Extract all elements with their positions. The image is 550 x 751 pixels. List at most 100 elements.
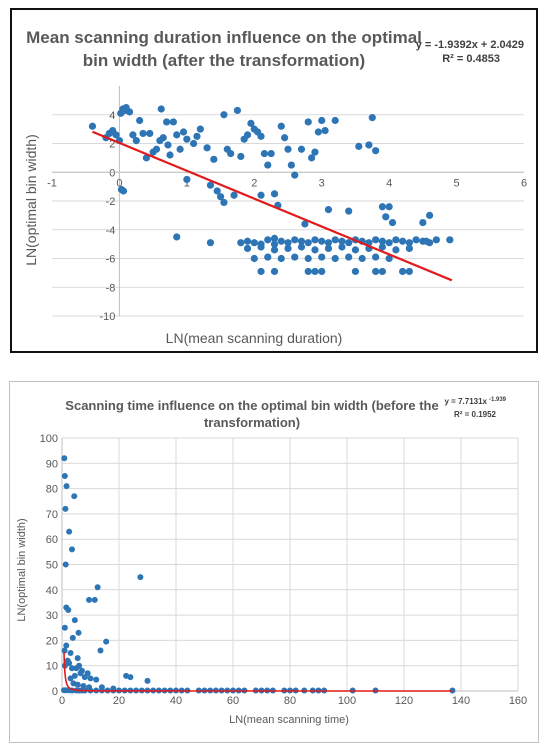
data-point xyxy=(173,233,181,241)
data-point xyxy=(68,665,75,672)
data-point xyxy=(426,239,434,247)
data-point xyxy=(206,239,215,247)
data-point xyxy=(173,131,181,139)
data-point xyxy=(318,253,326,261)
data-point xyxy=(331,116,339,125)
data-point xyxy=(324,206,333,214)
data-point xyxy=(432,236,440,244)
data-point xyxy=(139,129,147,138)
trendline xyxy=(92,130,453,282)
data-point xyxy=(304,254,312,263)
data-point xyxy=(372,147,380,155)
data-point xyxy=(385,203,393,211)
data-point xyxy=(304,267,312,276)
data-point xyxy=(103,638,110,645)
chart-2-equation-exponent: -1.939 xyxy=(489,397,507,403)
data-point xyxy=(351,246,360,254)
data-point xyxy=(210,155,218,163)
y-tick-label: -10 xyxy=(100,311,116,323)
data-point xyxy=(405,267,413,276)
x-tick-label: 60 xyxy=(227,695,239,707)
chart-2-title-line-2: transformation) xyxy=(204,415,300,430)
data-point xyxy=(277,237,285,245)
data-point xyxy=(71,617,78,624)
data-point xyxy=(93,676,100,683)
x-tick-label: 4 xyxy=(386,177,392,189)
data-point xyxy=(87,675,94,682)
data-point xyxy=(321,126,329,135)
data-point xyxy=(314,128,322,136)
data-point xyxy=(77,670,84,677)
data-point xyxy=(388,218,397,227)
data-point xyxy=(237,152,245,161)
x-tick-label: 6 xyxy=(521,177,527,189)
y-tick-label: -6 xyxy=(106,254,116,266)
data-point xyxy=(237,239,245,247)
data-point xyxy=(74,681,81,688)
data-point xyxy=(351,267,360,276)
data-point xyxy=(301,220,309,228)
data-point xyxy=(94,584,101,591)
data-point xyxy=(270,240,279,248)
data-point xyxy=(270,190,279,198)
data-point xyxy=(61,624,68,631)
y-tick-label: 50 xyxy=(46,560,58,572)
data-point xyxy=(81,674,88,681)
data-point xyxy=(324,239,333,247)
data-point xyxy=(338,237,346,245)
data-point xyxy=(267,149,275,158)
data-point xyxy=(331,254,339,263)
data-point xyxy=(233,106,242,115)
x-tick-label: 2 xyxy=(251,177,257,189)
data-point xyxy=(311,148,319,156)
chart-1-r-squared: R² = 0.4853 xyxy=(442,53,500,65)
data-point xyxy=(213,187,221,195)
y-tick-label: -8 xyxy=(106,282,116,294)
data-point xyxy=(318,267,326,276)
data-point xyxy=(318,237,326,245)
data-point xyxy=(71,493,78,500)
x-tick-label: 3 xyxy=(319,177,325,189)
y-tick-label: 10 xyxy=(46,661,58,673)
chart-1-equation: y = -1.9392x + 2.0429 xyxy=(416,39,524,51)
data-point xyxy=(345,239,353,247)
y-tick-label: 100 xyxy=(40,433,58,445)
data-point xyxy=(247,119,255,127)
data-point xyxy=(152,145,161,153)
x-tick-label: 80 xyxy=(284,695,296,707)
chart-2-r-squared: R² = 0.1952 xyxy=(454,410,497,419)
x-tick-label: 1 xyxy=(184,177,190,189)
data-point xyxy=(196,125,204,133)
data-point xyxy=(264,253,272,261)
y-tick-label: 80 xyxy=(46,484,58,496)
y-tick-label: -2 xyxy=(106,196,116,208)
data-point xyxy=(176,145,184,153)
data-point xyxy=(405,239,413,247)
data-point xyxy=(88,122,97,130)
data-point xyxy=(127,674,134,681)
chart-1-y-axis-label: LN(optimal bin width) xyxy=(23,134,39,266)
data-point xyxy=(318,116,326,125)
data-point xyxy=(378,237,386,245)
data-point xyxy=(291,236,299,244)
chart-2-y-axis-label: LN(optimal bin width) xyxy=(16,518,28,621)
x-tick-label: 0 xyxy=(59,695,65,707)
data-point xyxy=(304,239,312,247)
chart-1-title-line-2: bin width (after the transformation) xyxy=(83,51,365,70)
data-point xyxy=(190,139,198,148)
trendline xyxy=(63,652,453,692)
data-point xyxy=(193,132,201,140)
data-point xyxy=(270,234,279,242)
chart-2-x-axis-label: LN(mean scanning time) xyxy=(229,714,349,726)
data-point xyxy=(250,254,258,263)
data-point xyxy=(163,118,171,126)
data-point xyxy=(311,246,319,254)
data-point xyxy=(137,574,144,581)
data-point xyxy=(169,118,177,126)
data-point xyxy=(385,254,393,263)
data-point xyxy=(119,187,128,195)
data-point xyxy=(297,145,306,153)
data-point xyxy=(405,244,413,253)
